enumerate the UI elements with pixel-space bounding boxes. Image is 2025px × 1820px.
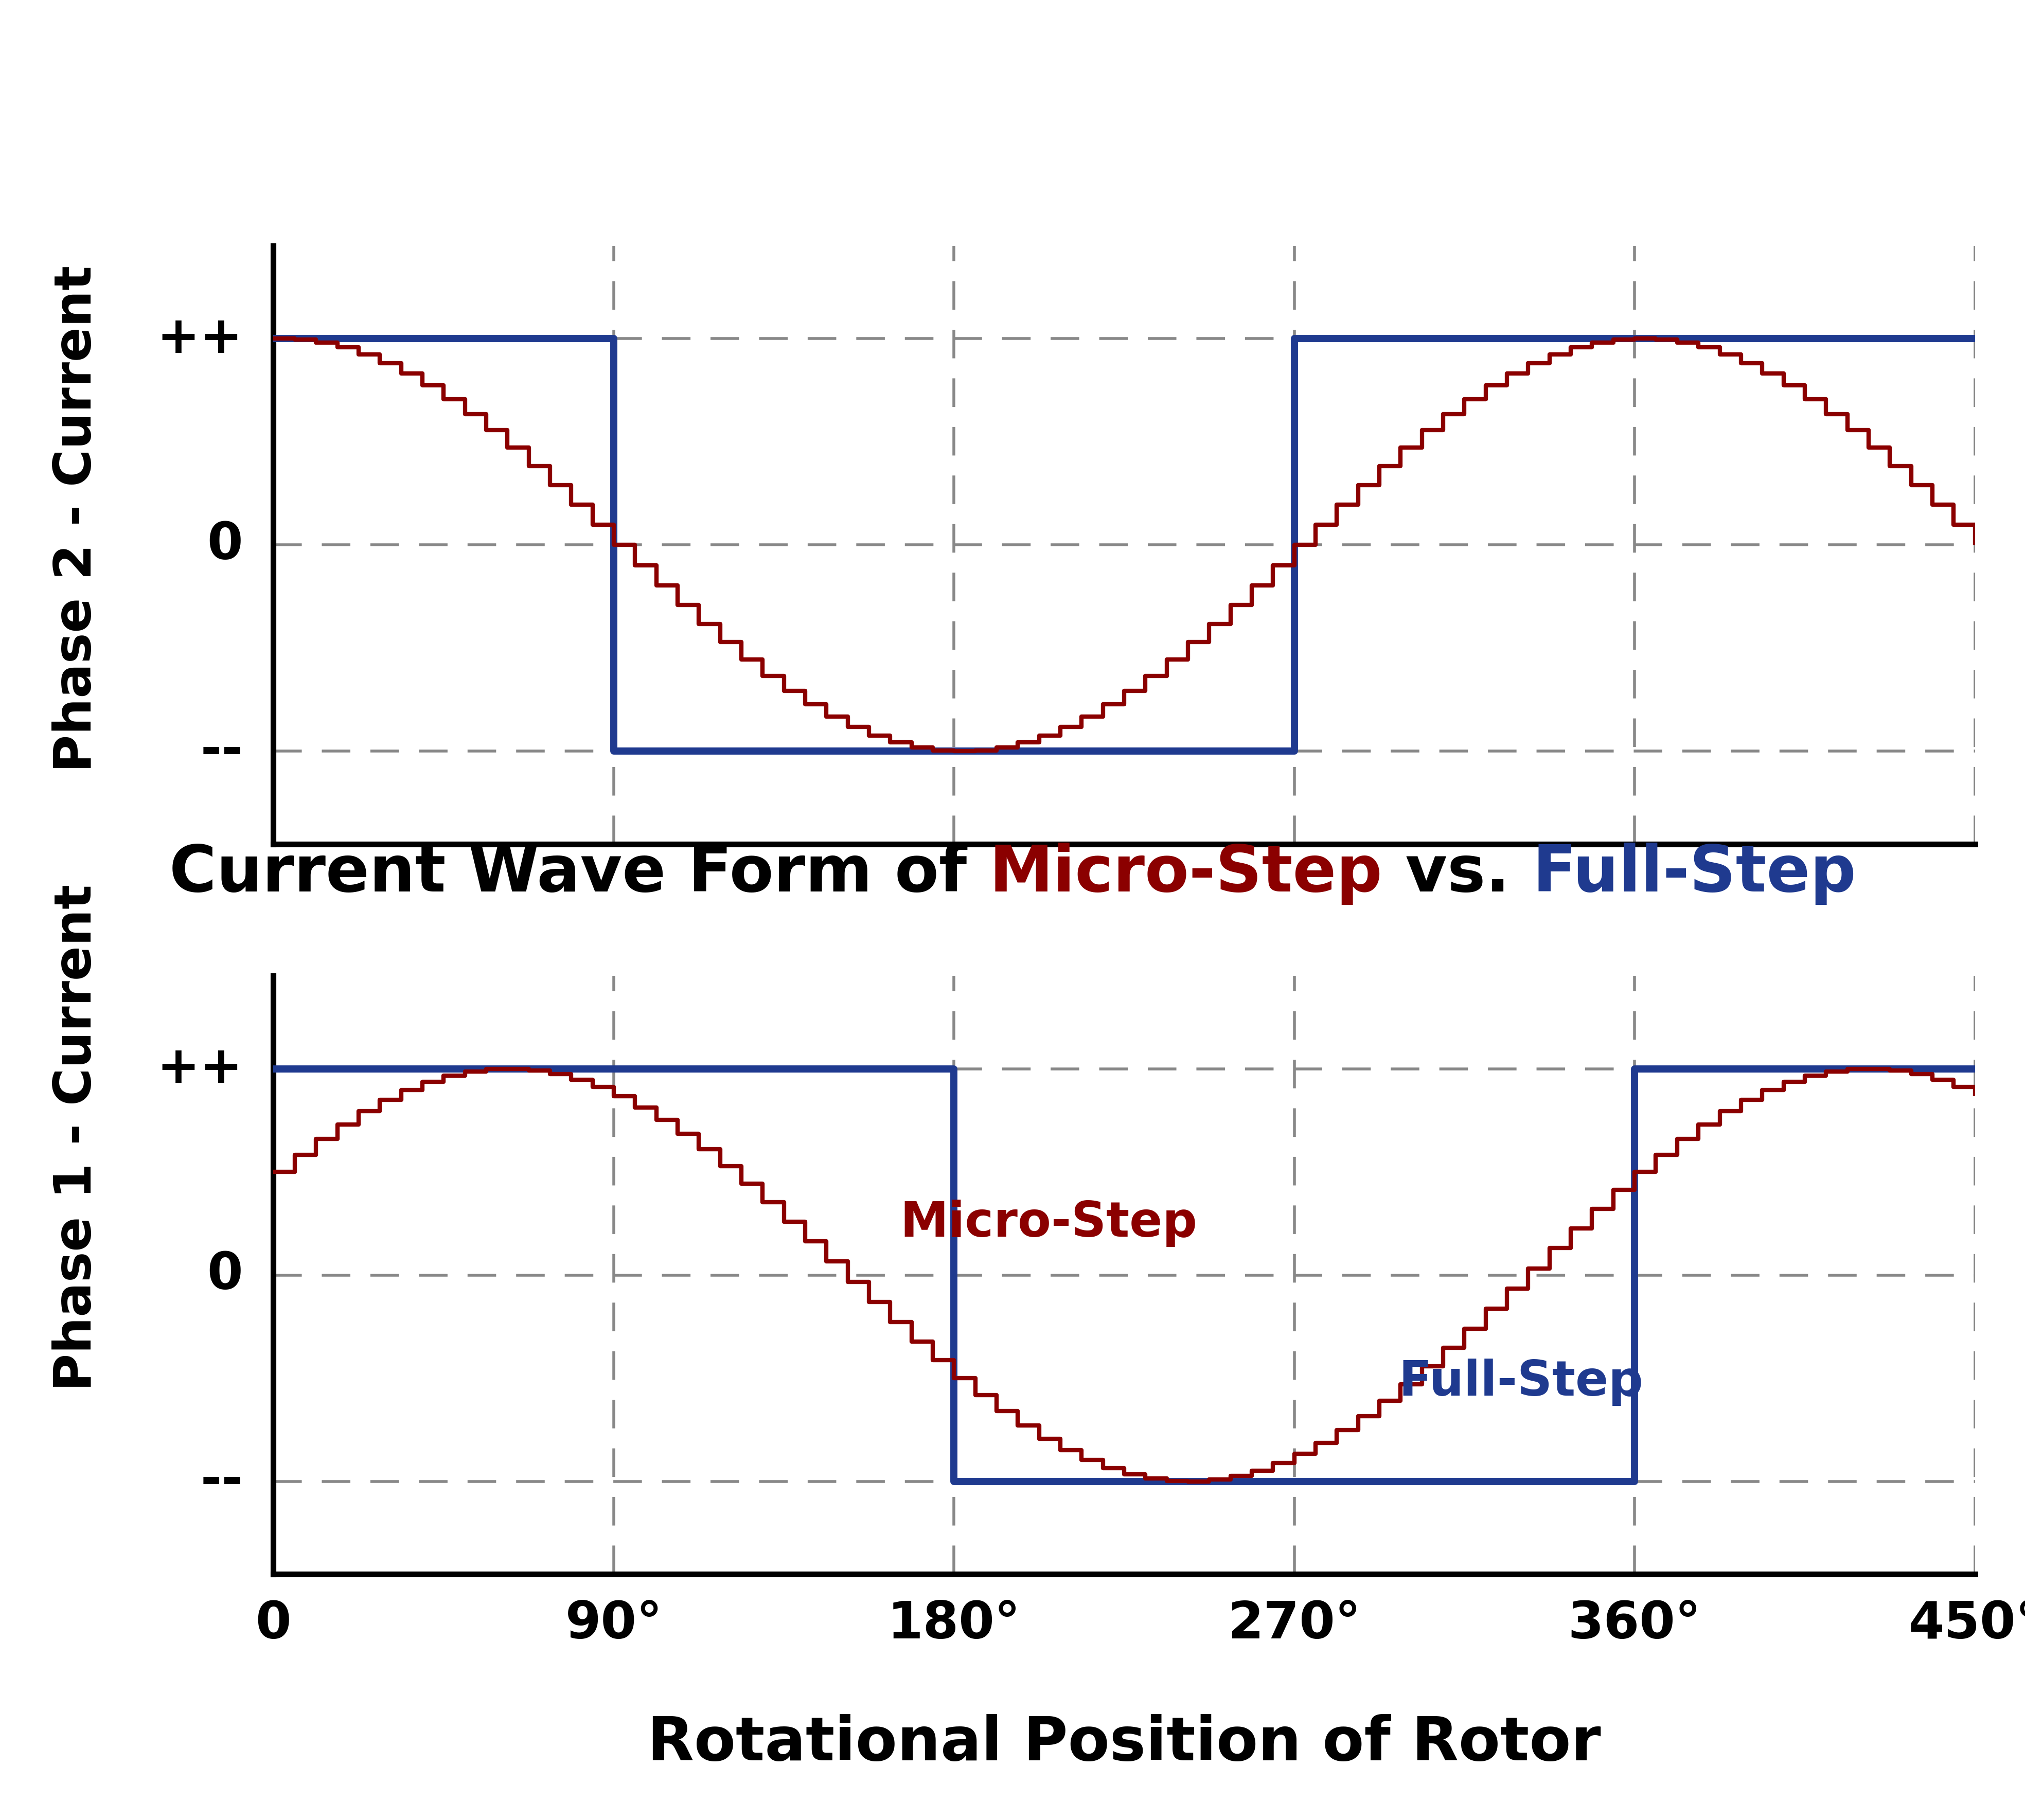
Text: 180°: 180° [887, 1600, 1021, 1649]
Text: Phase 1 - Current: Phase 1 - Current [53, 885, 101, 1390]
Text: Micro-Step: Micro-Step [988, 843, 1383, 905]
Text: Rotational Position of Rotor: Rotational Position of Rotor [648, 1714, 1600, 1773]
Text: 0: 0 [207, 1250, 243, 1299]
Text: Full-Step: Full-Step [1531, 843, 1855, 905]
Text: vs.: vs. [1383, 843, 1531, 905]
Text: 360°: 360° [1567, 1600, 1701, 1649]
Text: Phase 2 - Current: Phase 2 - Current [53, 266, 101, 772]
Text: Current Wave Form of: Current Wave Form of [170, 843, 988, 905]
Text: Micro-Step: Micro-Step [899, 1199, 1197, 1247]
Text: 0: 0 [207, 521, 243, 570]
Text: --: -- [200, 1456, 243, 1507]
Text: ++: ++ [156, 313, 243, 364]
Text: 90°: 90° [565, 1600, 662, 1649]
Text: 0: 0 [255, 1600, 292, 1649]
Text: ++: ++ [156, 1043, 243, 1094]
Text: 270°: 270° [1227, 1600, 1361, 1649]
Text: --: -- [200, 726, 243, 777]
Text: Full-Step: Full-Step [1399, 1360, 1642, 1407]
Text: 450°: 450° [1908, 1600, 2025, 1649]
